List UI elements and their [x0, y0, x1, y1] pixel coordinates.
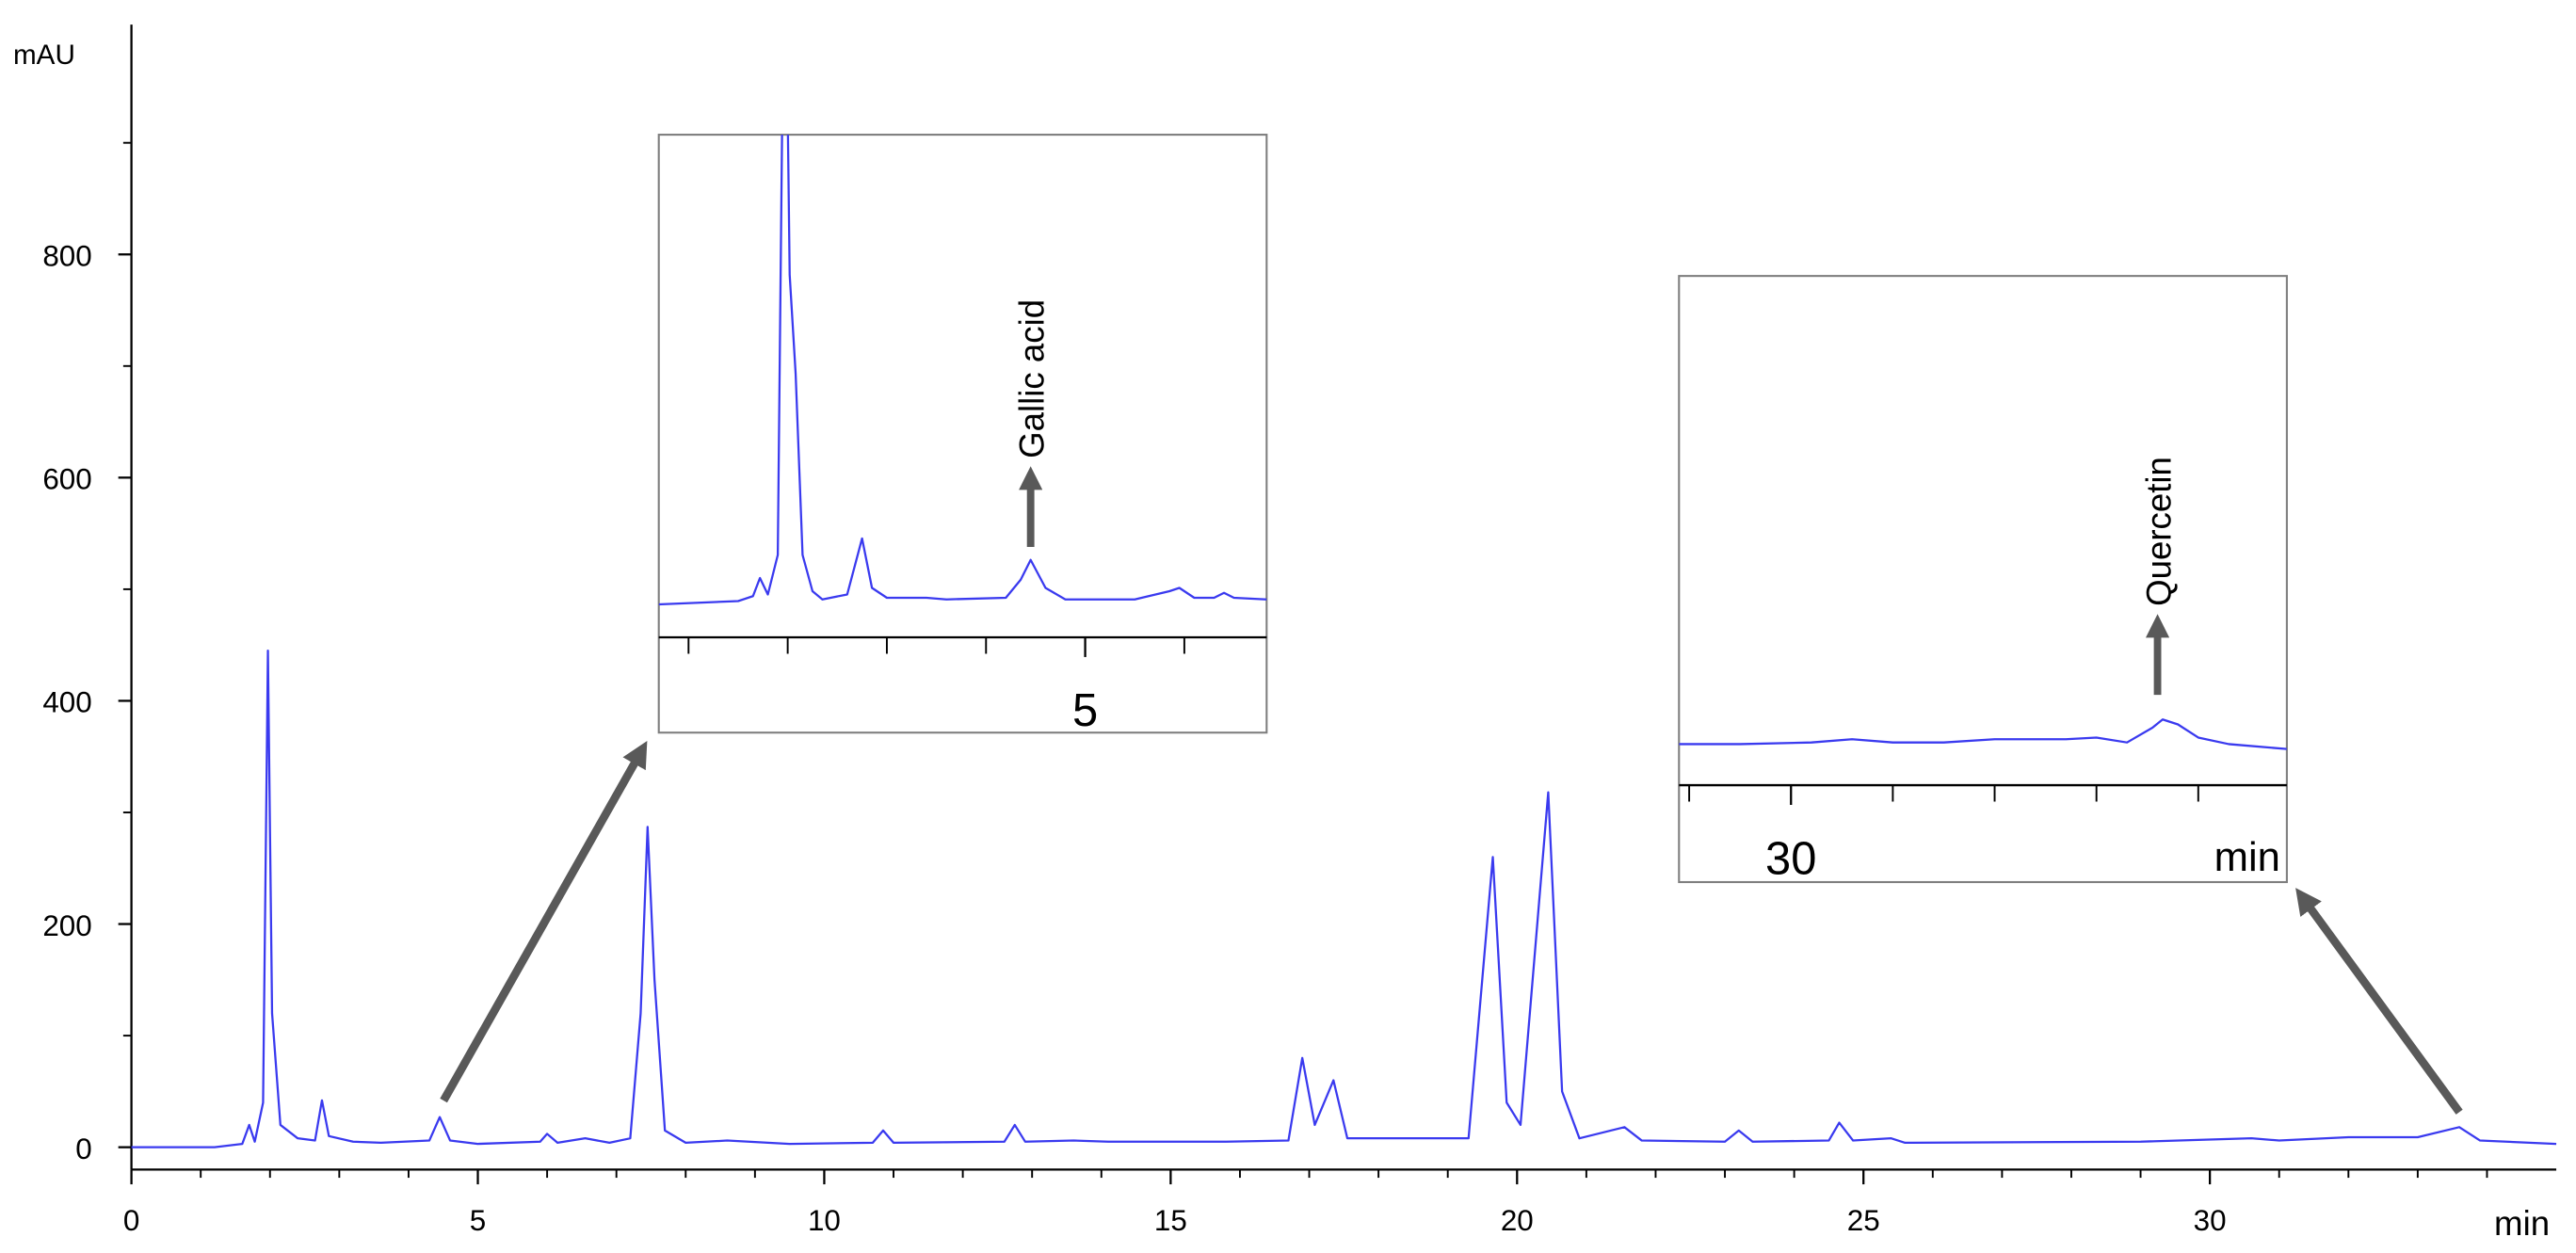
x-axis-label: min: [2494, 1204, 2550, 1243]
inset-frame: [657, 134, 1268, 734]
zoom-arrow: [2295, 888, 2463, 1115]
y-tick-label: 400: [42, 686, 91, 719]
x-tick-label: 30: [1765, 833, 1816, 884]
annotation-label: Gallic acid: [1013, 299, 1052, 458]
inset-frame: [1678, 275, 2288, 884]
x-tick-label: 25: [1847, 1204, 1880, 1237]
y-tick-label: 800: [42, 239, 91, 272]
y-tick-label: 200: [42, 909, 91, 942]
trace: [131, 649, 2557, 1149]
annotation-label: Quercetin: [2140, 457, 2179, 606]
x-tick-label: 15: [1154, 1204, 1187, 1237]
x-tick-label: 5: [470, 1204, 486, 1237]
x-tick-label: 5: [1072, 685, 1098, 736]
x-tick-label: 30: [2194, 1204, 2227, 1237]
x-tick-label: 10: [808, 1204, 841, 1237]
trace: [1679, 718, 2287, 750]
y-tick-label: 0: [75, 1133, 91, 1165]
y-axis-label: mAU: [13, 40, 75, 71]
zoom-arrow: [440, 741, 648, 1103]
x-tick-label: 0: [123, 1204, 139, 1237]
y-tick-label: 600: [42, 463, 91, 496]
x-axis-label: min: [2214, 835, 2280, 880]
trace: [658, 135, 1267, 606]
x-tick-label: 20: [1501, 1204, 1534, 1237]
